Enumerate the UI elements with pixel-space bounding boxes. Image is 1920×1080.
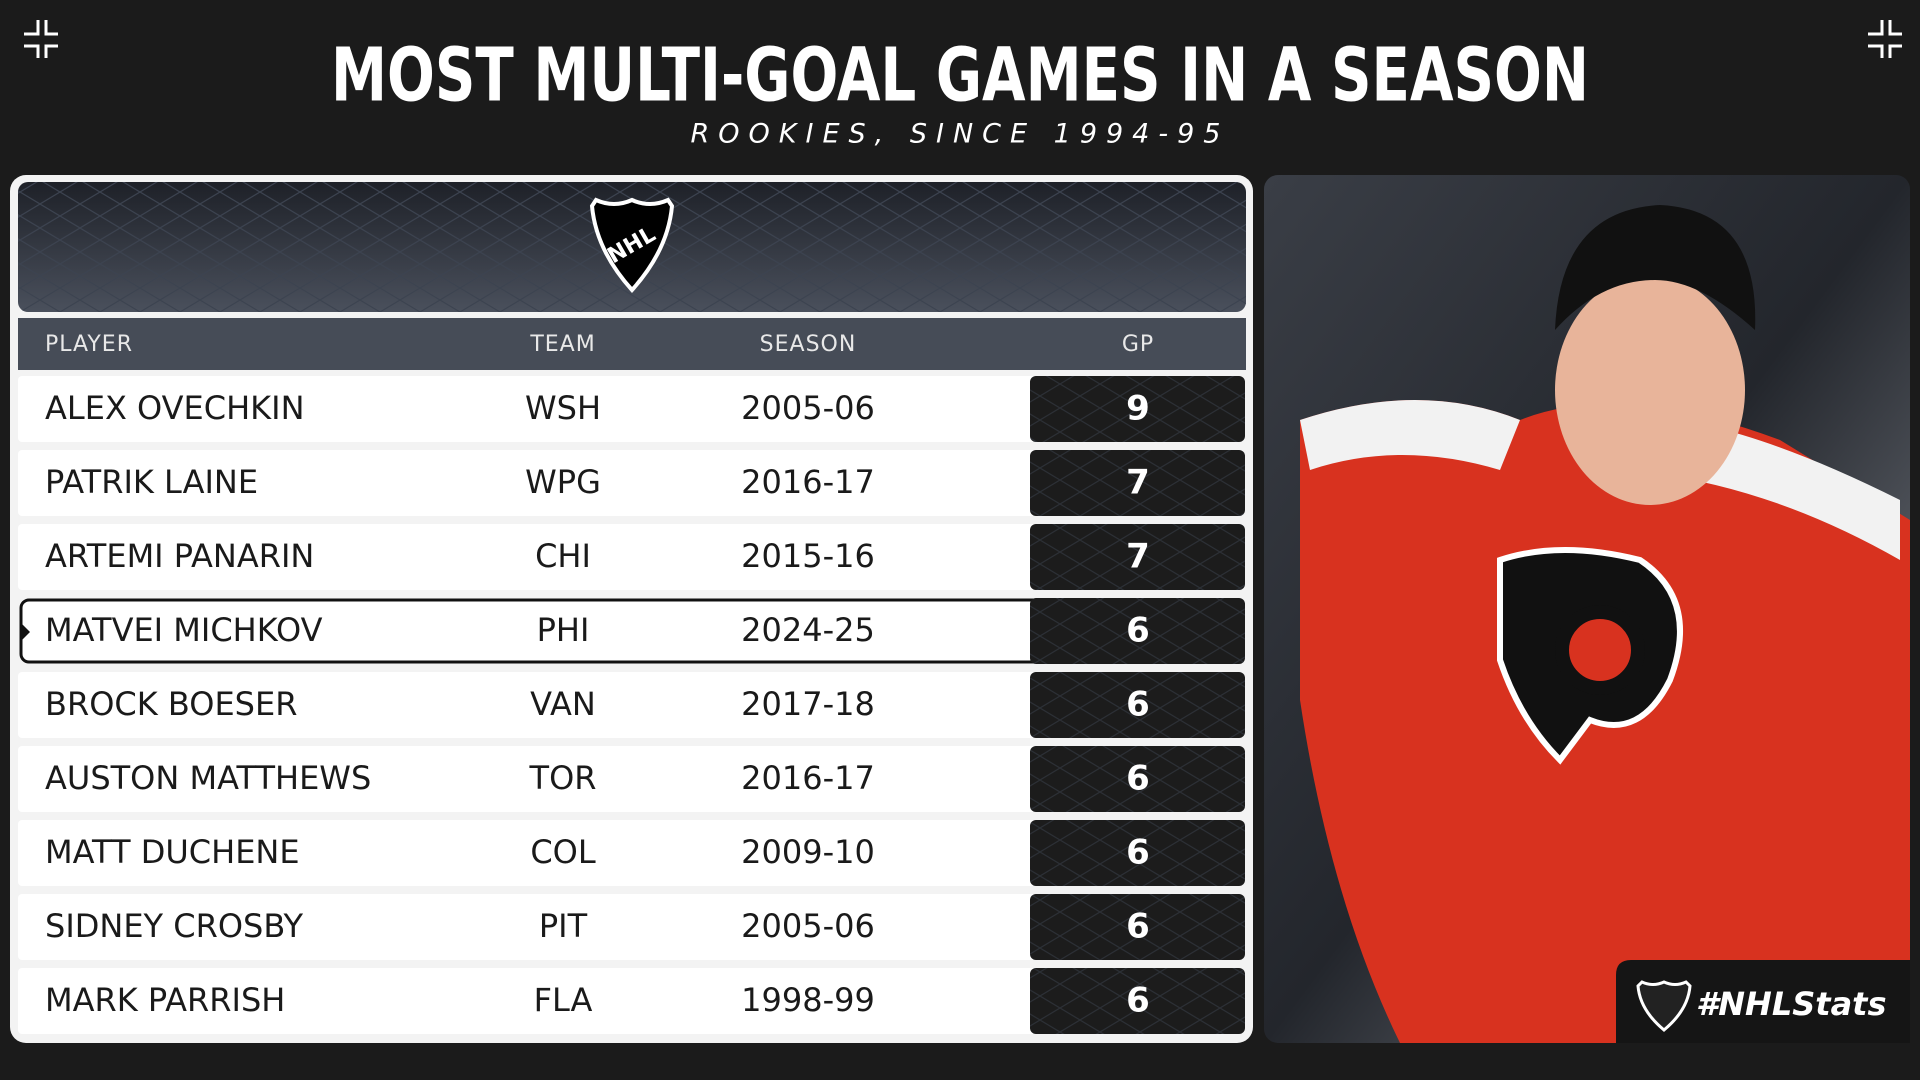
table-cell: PIT — [539, 907, 588, 945]
table-cell: 2005-06 — [741, 907, 875, 945]
gp-value: 7 — [1126, 463, 1150, 503]
gp-value: 6 — [1126, 759, 1150, 799]
badge-logo — [1636, 980, 1692, 1032]
gp-cell-pattern — [1030, 968, 1245, 1034]
table-row — [18, 968, 1043, 1034]
column-header-bar — [18, 318, 1246, 370]
table-row — [18, 820, 1043, 886]
table-cell: ARTEMI PANARIN — [45, 537, 314, 575]
corner-icon — [24, 20, 1902, 58]
gp-value: 6 — [1126, 685, 1150, 725]
table-cell: AUSTON MATTHEWS — [45, 759, 371, 797]
table-body: PLAYER TEAM SEASON GP ALEX OVECHKIN WSH 2005-0… — [18, 332, 1245, 1034]
photo-figure — [1300, 205, 1910, 1043]
table-cell: 2017-18 — [741, 685, 875, 723]
table-row — [18, 672, 1043, 738]
table-cell: 2024-25 — [741, 611, 875, 649]
gp-cell-pattern — [1030, 524, 1245, 590]
table-cell: VAN — [530, 685, 596, 723]
gp-value: 6 — [1126, 833, 1150, 873]
column-header: PLAYER — [45, 332, 133, 357]
title: MOST MULTI-GOAL GAMES IN A SEASON — [331, 33, 1589, 119]
table-cell: PHI — [537, 611, 590, 649]
table-cell: SIDNEY CROSBY — [45, 907, 304, 945]
gp-cell-pattern — [1030, 672, 1245, 738]
table-cell: WSH — [525, 389, 601, 427]
table-cell: WPG — [525, 463, 601, 501]
column-header: TEAM — [529, 332, 595, 357]
table-row — [18, 894, 1043, 960]
table-row — [18, 524, 1043, 590]
subtitle: ROOKIES, SINCE 1994-95 — [691, 119, 1230, 150]
gp-cell-pattern — [1030, 450, 1245, 516]
gp-value: 6 — [1126, 907, 1150, 947]
table-row — [18, 450, 1043, 516]
table-cell: 2005-06 — [741, 389, 875, 427]
gp-cell-pattern — [1030, 894, 1245, 960]
nhl-logo: NHL — [589, 197, 675, 293]
gp-value: 9 — [1126, 389, 1150, 429]
hashtag: #NHLStats — [1696, 985, 1887, 1023]
table-cell: 2015-16 — [741, 537, 875, 575]
table-cell: FLA — [534, 981, 593, 1019]
table-cell: MATT DUCHENE — [45, 833, 300, 871]
table-cell: COL — [530, 833, 596, 871]
table-cell: 1998-99 — [741, 981, 875, 1019]
table-cell: TOR — [529, 759, 597, 797]
table-cell: 2016-17 — [741, 463, 875, 501]
gp-value: 7 — [1126, 537, 1150, 577]
row-marker — [21, 623, 30, 641]
table-row — [18, 746, 1043, 812]
column-header: GP — [1122, 332, 1154, 357]
table-cell: MATVEI MICHKOV — [45, 611, 323, 649]
table-cell: 2016-17 — [741, 759, 875, 797]
gp-cell-pattern — [1030, 598, 1245, 664]
table-cell: MARK PARRISH — [45, 981, 285, 1019]
gp-value: 6 — [1126, 611, 1150, 651]
table-cell: ALEX OVECHKIN — [45, 389, 305, 427]
table-cell: BROCK BOESER — [45, 685, 297, 723]
table-row — [18, 376, 1043, 442]
gp-cell-pattern — [1030, 820, 1245, 886]
hashtag-badge — [1616, 960, 1910, 1043]
table-cell: CHI — [535, 537, 591, 575]
column-header: SEASON — [760, 332, 857, 357]
gp-cell-pattern — [1030, 746, 1245, 812]
gp-cell-pattern — [1030, 376, 1245, 442]
gp-value: 6 — [1126, 981, 1150, 1021]
table-cell: PATRIK LAINE — [45, 463, 258, 501]
table-cell: 2009-10 — [741, 833, 875, 871]
